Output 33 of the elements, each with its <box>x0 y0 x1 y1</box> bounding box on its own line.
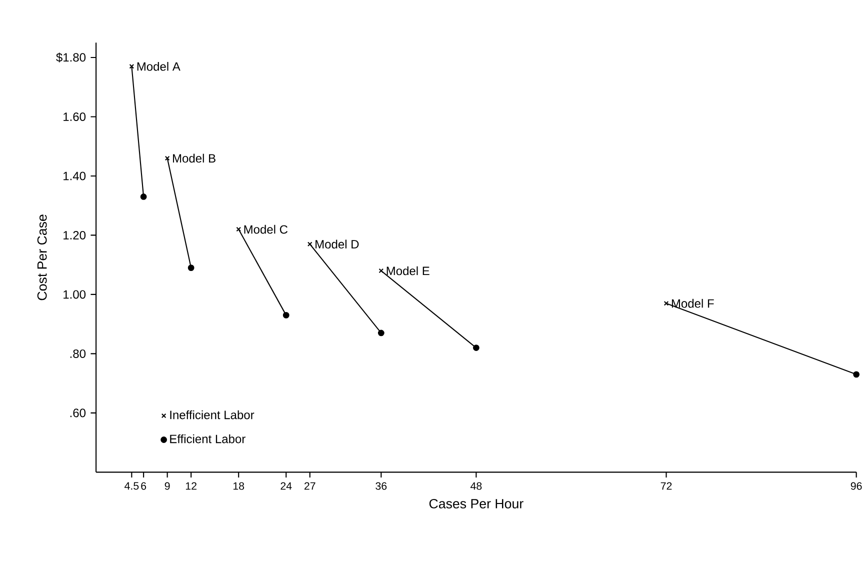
y-tick-label: 1.40 <box>64 172 86 180</box>
y-tick-label: .60 <box>70 408 86 418</box>
x-tick-label: 96 <box>850 482 862 490</box>
x-tick-label: 27 <box>304 482 316 490</box>
series-label: Model C <box>244 224 288 234</box>
y-tick-label: $1.80 <box>56 52 86 62</box>
x-tick-label: 72 <box>660 482 672 490</box>
legend-label: Efficient Labor <box>170 434 246 444</box>
x-tick-label: 12 <box>186 482 196 490</box>
series-label: Model E <box>386 266 430 276</box>
x-tick-label: 4.5 <box>124 482 139 490</box>
x-tick-label: 18 <box>233 482 244 490</box>
point <box>188 264 194 271</box>
y-tick-label: 1.60 <box>64 112 86 121</box>
x-tick-label: 9 <box>164 482 170 490</box>
point <box>140 193 147 200</box>
point <box>472 344 480 351</box>
series-label: Model D <box>316 240 359 248</box>
x-axis-title: Cases Per Hour <box>429 498 524 508</box>
point <box>282 312 290 318</box>
series-label: Model B <box>173 154 216 163</box>
x-tick-label: 36 <box>376 482 387 490</box>
series-label: Model F <box>672 298 714 308</box>
point <box>378 330 384 336</box>
x-tick-label: 6 <box>141 482 146 490</box>
y-tick-label: .80 <box>70 349 86 358</box>
x-tick-label: 48 <box>470 482 482 490</box>
y-tick-label: 1.00 <box>64 290 86 299</box>
legend-label: Inefficient Labor <box>170 410 254 420</box>
y-tick-label: 1.20 <box>64 230 86 240</box>
y-axis-title: Cost Per Case <box>37 214 47 300</box>
x-tick-label: 24 <box>280 482 292 490</box>
series-label: Model A <box>137 62 180 71</box>
